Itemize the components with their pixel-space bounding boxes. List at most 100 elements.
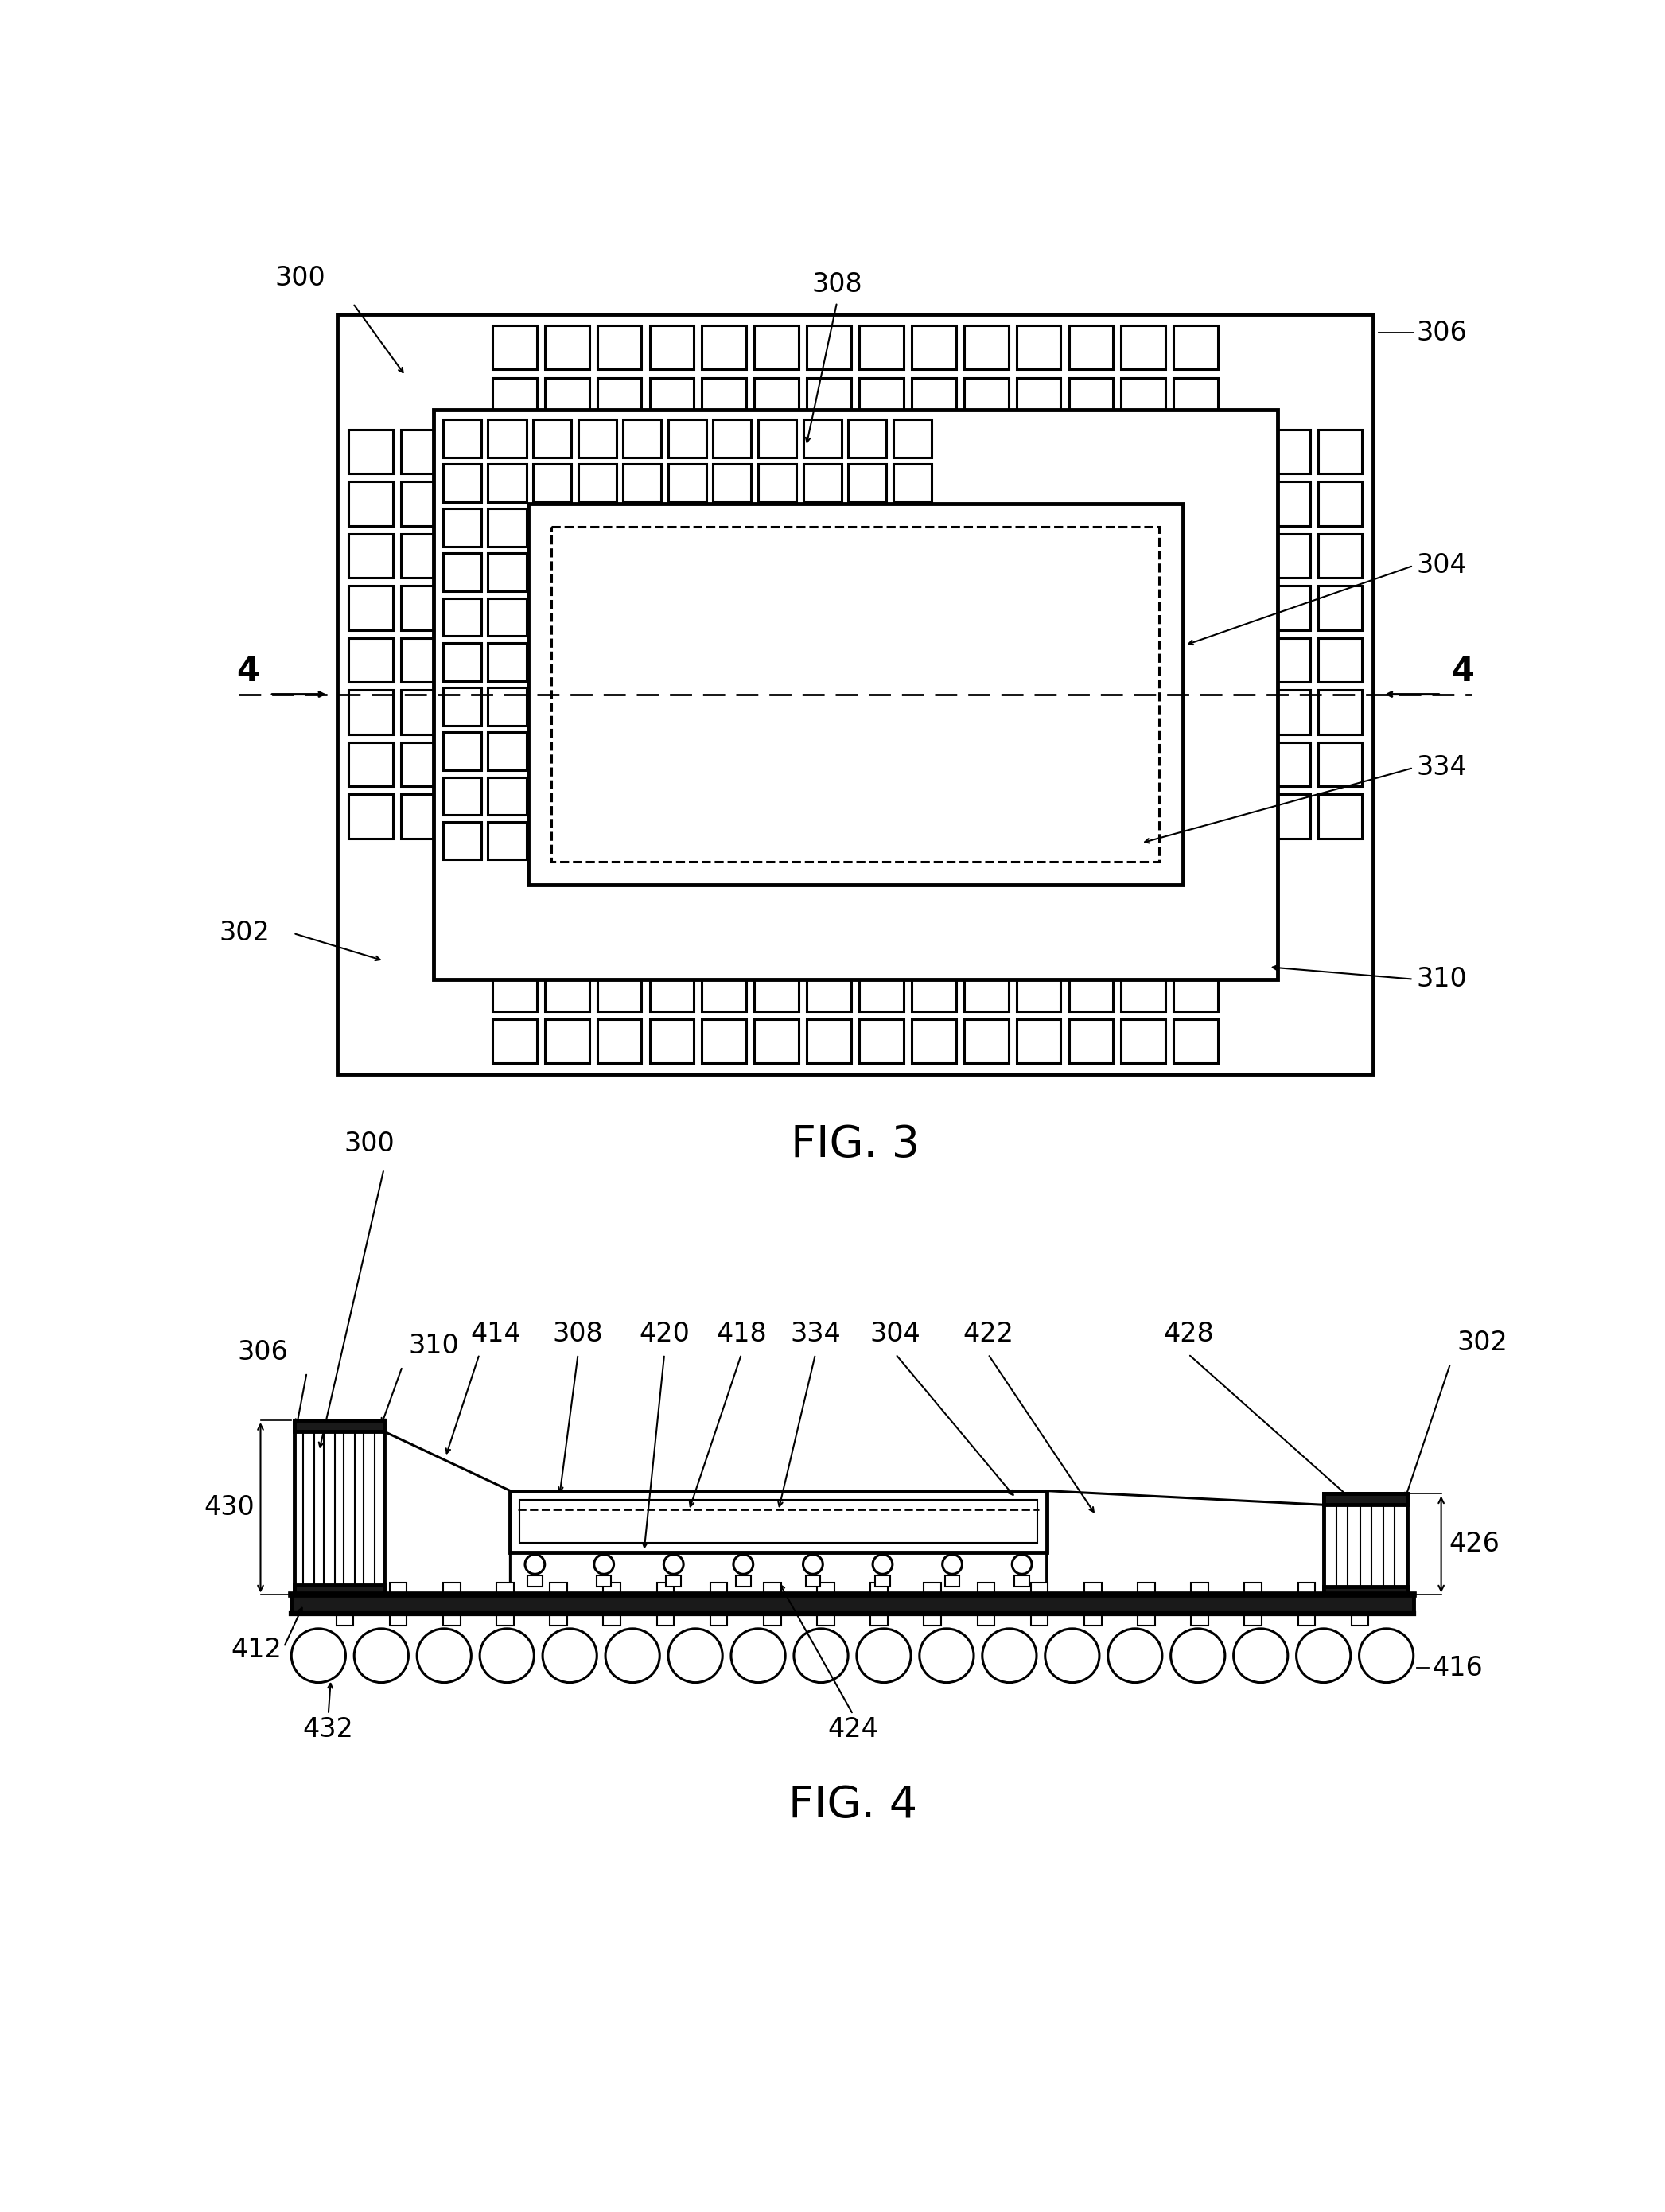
- Bar: [1121, 1020, 1166, 1064]
- Bar: [443, 465, 481, 502]
- Bar: [892, 821, 931, 860]
- Bar: [493, 1020, 536, 1064]
- Bar: [1016, 325, 1061, 369]
- Text: 420: 420: [639, 1321, 689, 1347]
- Bar: [496, 1584, 514, 1595]
- Bar: [977, 1613, 994, 1626]
- Bar: [1174, 378, 1219, 422]
- Bar: [1319, 794, 1362, 838]
- Bar: [1016, 378, 1061, 422]
- Bar: [488, 644, 526, 681]
- Bar: [603, 1584, 621, 1595]
- Bar: [578, 821, 616, 860]
- Bar: [1265, 794, 1310, 838]
- Text: 306: 306: [1417, 321, 1467, 345]
- Bar: [544, 325, 589, 369]
- Bar: [348, 637, 393, 681]
- Bar: [338, 314, 1374, 1075]
- Bar: [713, 465, 751, 502]
- Text: 414: 414: [470, 1321, 521, 1347]
- Bar: [533, 821, 571, 860]
- Bar: [348, 794, 393, 838]
- Bar: [623, 688, 661, 726]
- Bar: [443, 1584, 460, 1595]
- Bar: [964, 325, 1009, 369]
- Bar: [668, 688, 706, 726]
- Bar: [713, 644, 751, 681]
- Bar: [348, 533, 393, 577]
- Bar: [803, 644, 841, 681]
- Bar: [533, 732, 571, 770]
- Bar: [533, 509, 571, 546]
- Bar: [578, 732, 616, 770]
- Bar: [892, 644, 931, 681]
- Bar: [443, 644, 481, 681]
- Bar: [924, 1584, 941, 1595]
- Bar: [1069, 967, 1114, 1011]
- Bar: [623, 553, 661, 591]
- Bar: [713, 420, 751, 458]
- Text: 308: 308: [811, 272, 862, 296]
- Bar: [711, 1613, 728, 1626]
- Bar: [1299, 1613, 1315, 1626]
- Bar: [1084, 1613, 1102, 1626]
- Bar: [758, 776, 796, 814]
- Bar: [713, 597, 751, 637]
- Bar: [443, 732, 481, 770]
- Bar: [544, 378, 589, 422]
- Bar: [859, 325, 904, 369]
- Bar: [1299, 1584, 1315, 1595]
- Bar: [758, 465, 796, 502]
- Bar: [1069, 378, 1114, 422]
- Bar: [533, 597, 571, 637]
- Bar: [533, 644, 571, 681]
- Bar: [847, 553, 886, 591]
- Bar: [892, 732, 931, 770]
- Bar: [1319, 637, 1362, 681]
- Bar: [1174, 967, 1219, 1011]
- Bar: [533, 465, 571, 502]
- Bar: [295, 1586, 385, 1595]
- Bar: [847, 688, 886, 726]
- Bar: [348, 690, 393, 734]
- Bar: [964, 378, 1009, 422]
- Bar: [818, 1613, 834, 1626]
- Bar: [713, 732, 751, 770]
- Bar: [871, 1584, 887, 1595]
- Bar: [1319, 741, 1362, 785]
- Bar: [493, 378, 536, 422]
- Bar: [291, 1595, 1414, 1613]
- Bar: [1265, 429, 1310, 473]
- Text: 426: 426: [1449, 1531, 1500, 1557]
- Bar: [401, 482, 446, 526]
- Bar: [578, 597, 616, 637]
- Bar: [758, 553, 796, 591]
- Bar: [295, 1420, 385, 1595]
- Bar: [758, 597, 796, 637]
- Bar: [703, 378, 746, 422]
- Bar: [1319, 482, 1362, 526]
- Bar: [911, 1020, 956, 1064]
- Bar: [892, 465, 931, 502]
- Bar: [623, 420, 661, 458]
- Bar: [488, 553, 526, 591]
- Bar: [488, 420, 526, 458]
- Bar: [623, 597, 661, 637]
- Bar: [703, 1020, 746, 1064]
- Bar: [668, 732, 706, 770]
- Bar: [1190, 1584, 1209, 1595]
- Bar: [623, 644, 661, 681]
- Bar: [1137, 1613, 1156, 1626]
- Bar: [493, 967, 536, 1011]
- Bar: [1244, 1613, 1262, 1626]
- Bar: [598, 967, 641, 1011]
- Bar: [295, 1420, 385, 1431]
- Bar: [758, 688, 796, 726]
- Bar: [847, 776, 886, 814]
- Bar: [488, 776, 526, 814]
- Bar: [544, 1020, 589, 1064]
- Bar: [488, 732, 526, 770]
- Bar: [401, 429, 446, 473]
- Bar: [847, 821, 886, 860]
- Bar: [713, 776, 751, 814]
